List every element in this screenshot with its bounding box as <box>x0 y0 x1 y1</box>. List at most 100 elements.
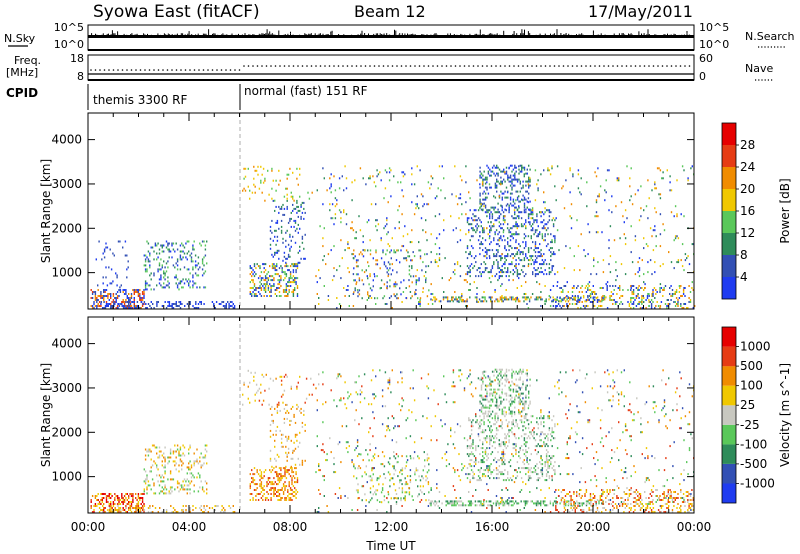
power-cell <box>518 243 520 246</box>
power-cell <box>454 291 456 293</box>
power-cell <box>295 271 297 274</box>
power-cell <box>509 263 512 266</box>
nave-point <box>207 69 209 71</box>
power-cell <box>443 229 445 232</box>
power-cell <box>635 305 638 307</box>
power-cell <box>490 271 492 274</box>
power-cell <box>365 269 367 272</box>
power-cell <box>472 227 474 230</box>
power-cell <box>294 287 296 289</box>
velocity-cell <box>147 484 150 487</box>
power-cell <box>528 176 530 179</box>
power-cell <box>529 213 531 216</box>
velocity-cell <box>271 419 273 422</box>
power-cell <box>481 183 484 186</box>
power-cell <box>497 251 499 254</box>
power-cell <box>509 164 512 167</box>
velocity-cell <box>168 492 170 495</box>
power-cell <box>369 175 371 178</box>
power-cell <box>476 293 478 295</box>
power-cell <box>318 297 320 299</box>
power-cell <box>509 235 512 238</box>
power-cell <box>508 180 510 183</box>
power-cell <box>105 246 107 249</box>
power-cell <box>595 215 598 218</box>
power-cell <box>355 283 357 286</box>
power-cell <box>662 263 664 266</box>
velocity-cell <box>291 481 293 484</box>
velocity-cell <box>393 455 395 458</box>
power-cell <box>620 295 622 297</box>
velocity-cell <box>186 488 188 491</box>
power-cell <box>500 235 502 238</box>
power-cell <box>506 191 509 194</box>
power-cell <box>108 266 110 269</box>
power-cell <box>489 213 491 216</box>
velocity-cell <box>101 499 103 501</box>
power-cell <box>569 169 571 172</box>
power-cell <box>587 305 589 307</box>
power-cell <box>119 291 122 293</box>
power-cell <box>530 209 532 212</box>
power-cell <box>534 219 537 222</box>
power-cell <box>490 170 492 173</box>
power-cell <box>484 192 487 195</box>
power-cell <box>176 264 179 267</box>
power-cell <box>150 288 152 291</box>
velocity-cell <box>415 469 417 472</box>
velocity-cell <box>380 463 382 466</box>
power-cell <box>122 299 124 301</box>
velocity-cell <box>149 448 151 451</box>
power-cell <box>278 281 281 284</box>
power-cell <box>287 253 290 256</box>
velocity-cell <box>284 481 286 484</box>
power-cell <box>671 295 674 297</box>
power-cell <box>167 242 169 245</box>
velocity-cell <box>188 452 190 455</box>
power-cell <box>508 206 510 209</box>
velocity-cell <box>274 407 276 410</box>
power-cell <box>455 298 457 301</box>
power-cell <box>273 279 275 282</box>
power-cell <box>262 263 264 266</box>
power-cell <box>149 252 151 255</box>
velocity-cell <box>154 492 157 495</box>
power-cell <box>479 166 481 169</box>
nave-point <box>148 69 151 71</box>
power-cell <box>536 229 538 232</box>
power-cell <box>512 198 515 201</box>
power-cell <box>388 297 391 299</box>
velocity-cell <box>417 469 419 472</box>
nave-point <box>486 65 488 67</box>
power-cell <box>631 203 634 206</box>
power-cell <box>498 300 500 303</box>
velocity-cell <box>108 493 110 495</box>
power-cell <box>512 296 514 299</box>
velocity-cell <box>174 488 176 491</box>
velocity-cell <box>382 483 384 486</box>
velocity-cell <box>143 505 146 507</box>
nave-point <box>135 69 137 71</box>
nsky-tick-bottom: 10^0 <box>54 38 84 51</box>
power-cell <box>483 291 485 293</box>
power-cell <box>624 237 627 240</box>
velocity-cell <box>351 401 353 404</box>
power-cell <box>508 167 510 170</box>
velocity-cell <box>283 421 286 424</box>
power-cell <box>416 205 418 208</box>
power-cell <box>632 285 635 287</box>
velocity-cells <box>90 368 695 513</box>
power-cell <box>260 295 263 297</box>
power-cell <box>466 300 468 303</box>
power-cell <box>260 277 263 280</box>
power-cell <box>530 255 532 258</box>
power-cell <box>669 293 671 295</box>
power-cell <box>269 291 271 293</box>
power-cell <box>476 219 478 222</box>
power-cell <box>624 273 627 276</box>
power-cell <box>556 271 559 274</box>
power-cell <box>641 303 643 305</box>
power-cell <box>623 221 625 224</box>
power-cell <box>476 296 478 299</box>
power-cell <box>117 303 119 305</box>
